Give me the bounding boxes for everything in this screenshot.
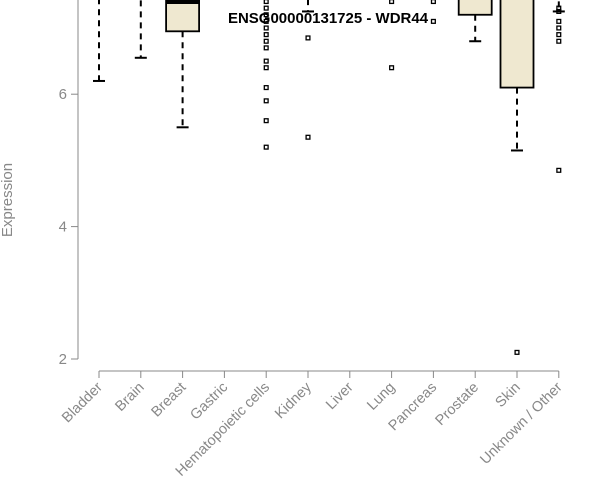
box-hematopoietic-cells [263, 0, 269, 150]
outlier-point [263, 65, 269, 71]
outlier-point [263, 12, 269, 18]
outlier-point [556, 32, 562, 38]
outlier-point [556, 18, 562, 24]
outlier-point [430, 18, 436, 24]
box-brain [134, 0, 147, 59]
iqr-box [165, 0, 201, 33]
x-tick-label: Brain [112, 380, 147, 415]
x-tick-label: Kidney [272, 379, 315, 422]
box-series [93, 0, 565, 355]
outlier-point [556, 25, 562, 31]
y-tick-label: 6 [59, 86, 67, 103]
box-unknown-other [552, 0, 565, 173]
outlier-point [514, 349, 520, 355]
box-kidney [302, 0, 314, 140]
x-tick-label: Breast [148, 380, 189, 421]
box-skin [499, 0, 535, 355]
x-tick-label: Skin [493, 380, 524, 411]
outlier-point [305, 35, 311, 41]
chart-title: ENSG00000131725 - WDR44 [228, 10, 429, 27]
box-prostate [457, 0, 493, 43]
outlier-point [263, 58, 269, 64]
outlier-point [263, 98, 269, 104]
outlier-point [263, 144, 269, 150]
box-lung [389, 0, 395, 71]
outlier-point [263, 5, 269, 11]
box-breast [165, 0, 201, 129]
outlier-point [263, 0, 269, 5]
outlier-point [389, 65, 395, 71]
y-axis-label: Expression [0, 163, 16, 237]
outlier-point [263, 45, 269, 51]
iqr-box [457, 0, 493, 16]
x-tick-label: Lung [364, 380, 398, 414]
outlier-point [263, 85, 269, 91]
outlier-point [556, 38, 562, 44]
x-tick-label: Bladder [59, 379, 106, 426]
outlier-point [389, 0, 395, 5]
outlier-point [556, 167, 562, 173]
outlier-point [263, 118, 269, 124]
x-tick-label: Liver [323, 379, 357, 413]
outlier-point [305, 134, 311, 140]
outlier-point [263, 18, 269, 24]
outlier-point [556, 5, 562, 11]
outlier-point [430, 0, 436, 5]
iqr-box [499, 0, 535, 89]
box-pancreas [430, 0, 436, 24]
x-tick-label: Prostate [433, 380, 482, 429]
y-axis: 246810 [59, 0, 79, 368]
outlier-point [263, 38, 269, 44]
y-tick-label: 4 [59, 219, 67, 236]
box-bladder [93, 0, 105, 82]
outlier-point [263, 25, 269, 31]
outlier-point [263, 32, 269, 38]
y-tick-label: 2 [59, 351, 67, 368]
